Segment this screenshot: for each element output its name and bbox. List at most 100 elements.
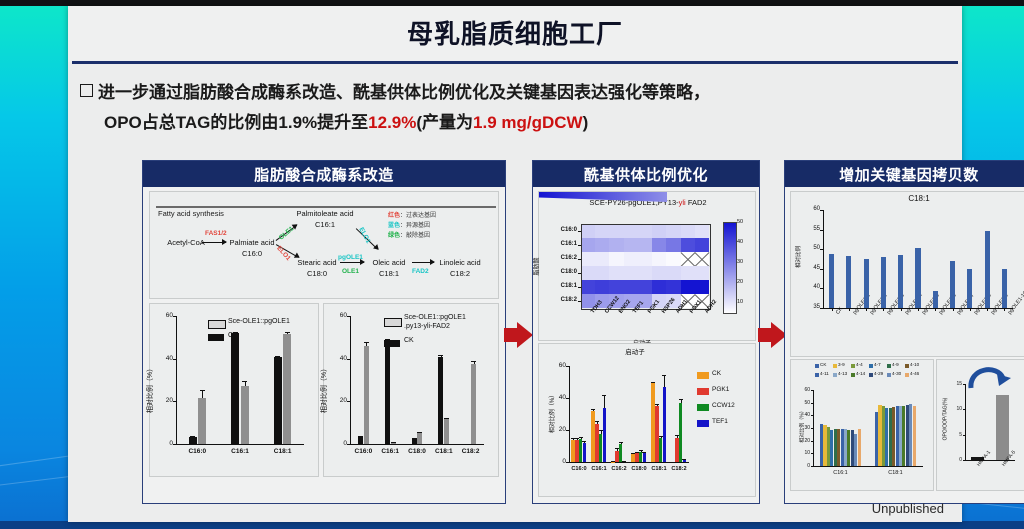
heatmap-cell xyxy=(595,266,610,281)
heatmap-cell xyxy=(666,280,681,295)
heatmap-cell xyxy=(623,280,639,295)
error-cap xyxy=(574,438,579,439)
y-tick xyxy=(810,402,813,404)
error-cap xyxy=(642,451,647,453)
error-bar xyxy=(656,403,658,406)
bar xyxy=(274,356,282,444)
node-acetyl-coa: Acetyl-CoA xyxy=(167,238,205,247)
chart-c3-ylabel: OPO/OOP/TAG(%) xyxy=(942,397,949,441)
bar xyxy=(675,438,679,462)
y-tick xyxy=(820,210,823,212)
y-tick-label: 0 xyxy=(343,440,347,447)
legend-swatch xyxy=(697,372,709,379)
error-cap xyxy=(658,436,663,438)
y-tick-label: 60 xyxy=(804,387,810,393)
heatmap-cell xyxy=(581,238,596,253)
promoter-strength-wedge xyxy=(539,192,667,202)
y-tick xyxy=(810,428,813,429)
legend-label: 4-46 xyxy=(910,371,920,376)
x-tick xyxy=(935,308,937,311)
legend-color-word-0: 红色 xyxy=(388,213,401,219)
colorbar-tick-label: 10 xyxy=(737,299,744,305)
error-cap xyxy=(411,438,417,440)
bullet-line-1-text: 进一步通过脂肪酸合成酶系改造、酰基供体比例优化及关键基因表达强化等策略， xyxy=(98,83,710,102)
bar xyxy=(363,345,369,444)
bar xyxy=(829,253,835,308)
y-tick xyxy=(962,409,965,411)
heatmap-cell xyxy=(637,294,653,309)
legend-swatch xyxy=(851,364,855,368)
error-cap xyxy=(438,355,444,357)
chart-b2-ylabel: 相对比例（%） xyxy=(550,391,557,434)
y-tick xyxy=(962,384,965,385)
x-tick-label: pgOLE1-10 xyxy=(1007,290,1024,316)
x-tick-label: C18:0 xyxy=(408,448,426,455)
y-tick xyxy=(810,453,813,455)
legend-label: 4-10 xyxy=(910,362,920,367)
bar xyxy=(912,405,916,466)
heatmap-cell xyxy=(666,224,681,239)
bar xyxy=(949,260,956,308)
bar xyxy=(820,423,824,466)
bullet-line-2-lead: OPO占总TAG的比例由1.9%提升至 xyxy=(104,113,369,132)
bar xyxy=(283,334,292,444)
bar xyxy=(651,382,655,462)
legend-label-1: CK xyxy=(228,332,238,339)
chart-c3-card: 0 5 10 15 OPO/OOP/TAG(%) HMFA-1 HMFA-5 xyxy=(936,359,1024,491)
y-tick xyxy=(820,229,823,231)
bar xyxy=(471,364,476,444)
legend-label: PGK1 xyxy=(712,386,730,393)
error-bar xyxy=(620,442,622,445)
node-linoleic-acid: Linoleic acid xyxy=(439,258,481,267)
bullet-highlight-titer: 1.9 mg/gDCW xyxy=(473,113,583,132)
bar xyxy=(639,451,643,462)
y-tick xyxy=(566,430,569,432)
y-tick-label: 20 xyxy=(558,426,566,433)
bar xyxy=(875,412,879,466)
bar xyxy=(659,438,663,462)
y-tick xyxy=(820,249,823,251)
node-linoleic-acid-sub: C18:2 xyxy=(449,269,470,278)
colorbar-tick-label: 40 xyxy=(737,239,744,245)
error-bar xyxy=(600,430,602,434)
y-tick xyxy=(810,415,813,417)
panel-a-header: 脂肪酸合成酶系改造 xyxy=(143,161,505,187)
y-axis xyxy=(965,384,967,460)
heatmap-row-tick xyxy=(578,301,581,302)
heatmap-row-label: C16:2 xyxy=(560,255,577,261)
y-axis xyxy=(813,390,815,466)
heatmap-cell xyxy=(595,280,610,295)
heatmap-cell xyxy=(609,280,625,295)
x-axis xyxy=(965,460,1015,462)
bar xyxy=(602,407,607,462)
y-tick-label: 0 xyxy=(959,457,962,463)
colorbar-tick-label: 20 xyxy=(737,279,744,285)
bar xyxy=(826,427,830,466)
x-tick xyxy=(900,308,902,311)
heatmap-frame xyxy=(581,224,711,310)
bar xyxy=(863,259,869,308)
unpublished-note: Unpublished xyxy=(871,501,944,516)
x-tick-label: C16:1 xyxy=(381,448,400,455)
pathway-legend-row-0: 红色：过表达基因 xyxy=(388,213,437,219)
enzyme-fas12: FAS1/2 xyxy=(205,230,227,237)
y-tick xyxy=(566,398,569,400)
node-palmiate-acid-sub: C16:0 xyxy=(241,249,262,258)
bullet-line-2-mid: (产量为 xyxy=(416,113,474,132)
bar xyxy=(188,437,197,444)
y-tick xyxy=(810,466,813,467)
chart-c1-ylabel: 相对比例 xyxy=(796,245,803,269)
node-oleic-acid: Oleic acid xyxy=(372,258,406,267)
legend-label: 3-9 xyxy=(838,362,845,367)
heatmap-cell-masked xyxy=(680,252,696,267)
bar xyxy=(231,333,240,444)
heatmap-cell xyxy=(680,238,696,253)
bullet-square-icon xyxy=(80,84,93,97)
panel-fatty-acid-enzyme: 脂肪酸合成酶系改造 Fatty acid synthesis Acetyl-Co… xyxy=(142,160,506,504)
x-tick-label: C18:1 xyxy=(273,448,292,455)
x-tick xyxy=(866,308,868,311)
bar xyxy=(582,442,587,462)
bar xyxy=(833,429,837,466)
legend-meaning-2: 敲除基因 xyxy=(406,233,431,239)
heatmap-cell-masked xyxy=(694,294,710,309)
